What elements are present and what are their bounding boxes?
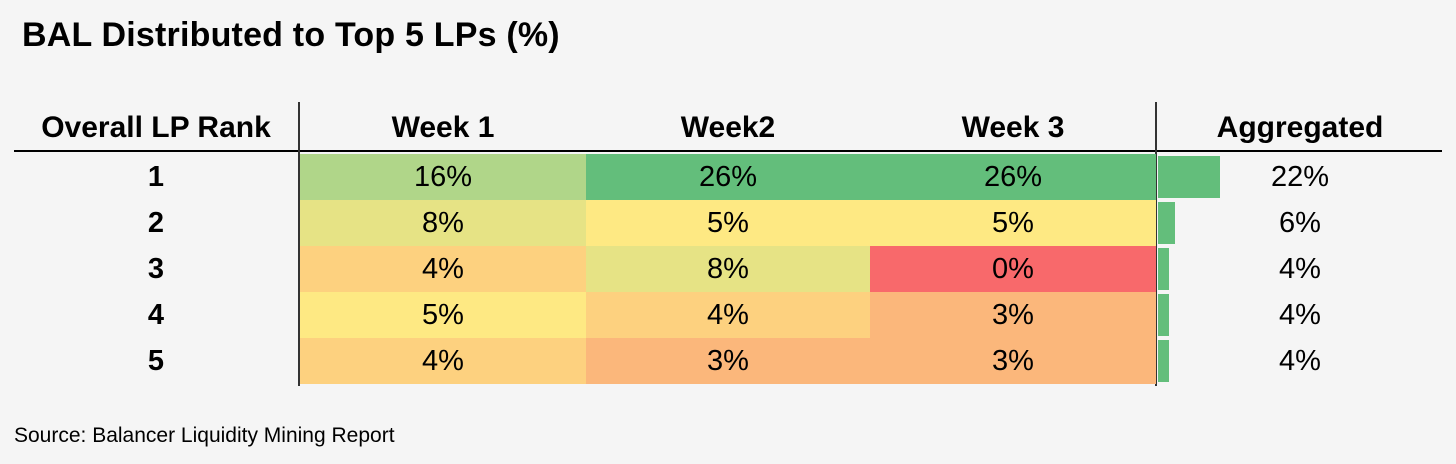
week1-cell: 5% xyxy=(300,292,586,338)
header-aggregated: Aggregated xyxy=(1216,111,1384,144)
aggregated-cell: 4% xyxy=(1279,298,1321,331)
week3-cell: 5% xyxy=(870,200,1156,246)
header-week2: Week2 xyxy=(680,111,776,144)
rank-label: 1 xyxy=(147,160,165,193)
week1-cell: 8% xyxy=(300,200,586,246)
header-week1: Week 1 xyxy=(391,111,495,144)
week1-cell: 4% xyxy=(300,246,586,292)
aggregated-cell: 22% xyxy=(1270,160,1330,193)
week1-cell: 16% xyxy=(300,154,586,200)
rank-label: 5 xyxy=(147,344,165,377)
aggregated-column-divider xyxy=(1155,102,1157,386)
aggregated-cell: 6% xyxy=(1279,206,1321,239)
week2-cell: 8% xyxy=(586,246,870,292)
aggregated-data-bar xyxy=(1158,248,1169,290)
week2-cell: 4% xyxy=(586,292,870,338)
aggregated-data-bar xyxy=(1158,340,1169,382)
header-rank: Overall LP Rank xyxy=(41,111,271,144)
week3-cell: 3% xyxy=(870,292,1156,338)
aggregated-data-bar xyxy=(1158,202,1175,244)
rank-label: 4 xyxy=(147,298,165,331)
week3-cell: 0% xyxy=(870,246,1156,292)
week2-cell: 3% xyxy=(586,338,870,384)
aggregated-data-bar xyxy=(1158,294,1169,336)
week1-cell: 4% xyxy=(300,338,586,384)
week3-cell: 26% xyxy=(870,154,1156,200)
week3-cell: 3% xyxy=(870,338,1156,384)
chart-title: BAL Distributed to Top 5 LPs (%) xyxy=(22,16,560,54)
source-note: Source: Balancer Liquidity Mining Report xyxy=(14,424,395,447)
aggregated-cell: 4% xyxy=(1279,252,1321,285)
week2-cell: 5% xyxy=(586,200,870,246)
rank-label: 2 xyxy=(147,206,165,239)
week2-cell: 26% xyxy=(586,154,870,200)
header-week3: Week 3 xyxy=(961,111,1065,144)
aggregated-data-bar xyxy=(1158,156,1220,198)
header-divider xyxy=(14,150,1442,152)
aggregated-cell: 4% xyxy=(1279,344,1321,377)
rank-column-divider xyxy=(298,102,300,386)
rank-label: 3 xyxy=(147,252,165,285)
